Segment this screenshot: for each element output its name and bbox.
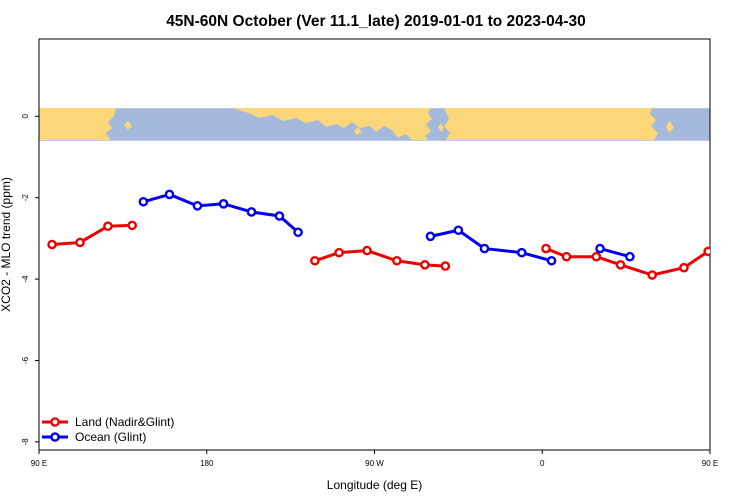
legend-land-marker <box>50 417 60 427</box>
land-data-point <box>420 260 430 270</box>
land-data-point <box>440 261 451 271</box>
y-axis: 0 -2 -4 -6 -8 <box>21 114 39 446</box>
y-tick-label: -8 <box>21 438 30 446</box>
x-tick-label: 90 E <box>31 459 47 468</box>
x-axis-title: Longitude (deg E) <box>327 478 422 492</box>
ocean-data-point <box>138 196 149 207</box>
land-data-point <box>75 237 85 248</box>
ocean-data-point <box>516 247 527 258</box>
ocean-data-point <box>479 243 490 254</box>
land-data-point <box>615 260 626 270</box>
land-data-point <box>541 243 551 254</box>
ocean-series-line <box>430 228 552 263</box>
y-tick-label: 0 <box>21 114 30 119</box>
x-axis: 90 E 180 90 W 0 90 E <box>31 450 718 468</box>
legend-ocean-marker <box>50 432 60 442</box>
y-tick-label: -2 <box>21 194 30 202</box>
plot-frame <box>38 38 711 451</box>
land-data-point <box>334 247 344 258</box>
land-data-point <box>647 270 658 280</box>
y-axis-title: XCO2 - MLO trend (ppm) <box>0 177 13 312</box>
map-land <box>39 108 674 140</box>
legend-land-label: Land (Nadir&Glint) <box>75 415 174 429</box>
land-series-line <box>51 223 133 246</box>
ocean-data-point <box>453 225 464 236</box>
legend-ocean-label: Ocean (Glint) <box>75 430 146 444</box>
x-tick-label: 90 E <box>702 459 718 468</box>
land-data-point <box>103 221 113 231</box>
series-ocean <box>138 189 635 266</box>
land-data-point <box>47 239 57 250</box>
land-data-point <box>392 255 402 266</box>
ocean-data-point <box>595 243 605 254</box>
x-tick-label: 0 <box>540 459 545 468</box>
series-layer <box>47 189 739 280</box>
x-tick-label: 90 W <box>365 459 384 468</box>
world-map-band <box>39 108 710 141</box>
ocean-data-point <box>164 189 175 200</box>
land-data-point <box>561 251 572 262</box>
ocean-data-point <box>425 231 436 242</box>
ocean-data-point <box>246 207 257 217</box>
y-tick-label: -4 <box>21 275 30 283</box>
ocean-data-point <box>218 199 229 209</box>
land-data-point <box>310 255 320 266</box>
land-data-point <box>703 246 710 257</box>
ocean-data-point <box>192 201 203 211</box>
y-tick-label: -6 <box>21 356 30 364</box>
land-data-point <box>679 262 689 273</box>
land-data-point <box>732 242 739 249</box>
land-data-point <box>127 220 137 231</box>
ocean-series-line <box>599 247 631 259</box>
land-data-point <box>591 251 602 262</box>
ocean-data-point <box>274 211 285 221</box>
land-series-line <box>545 247 710 277</box>
x-tick-label: 180 <box>200 459 214 468</box>
legend: Land (Nadir&Glint)Ocean (Glint) <box>42 415 174 444</box>
series-land <box>47 220 739 280</box>
land-data-point <box>362 245 372 256</box>
chart-title: 45N-60N October (Ver 11.1_late) 2019-01-… <box>166 13 586 30</box>
ocean-data-point <box>293 227 303 238</box>
ocean-data-point <box>625 251 635 262</box>
ocean-data-point <box>546 255 557 266</box>
